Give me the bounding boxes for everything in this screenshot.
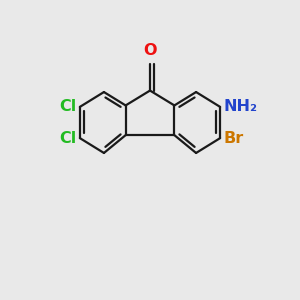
Text: O: O [143,43,157,58]
Text: Br: Br [223,130,243,146]
Text: Cl: Cl [60,99,77,114]
Text: NH₂: NH₂ [223,99,257,114]
Text: Cl: Cl [60,130,77,146]
